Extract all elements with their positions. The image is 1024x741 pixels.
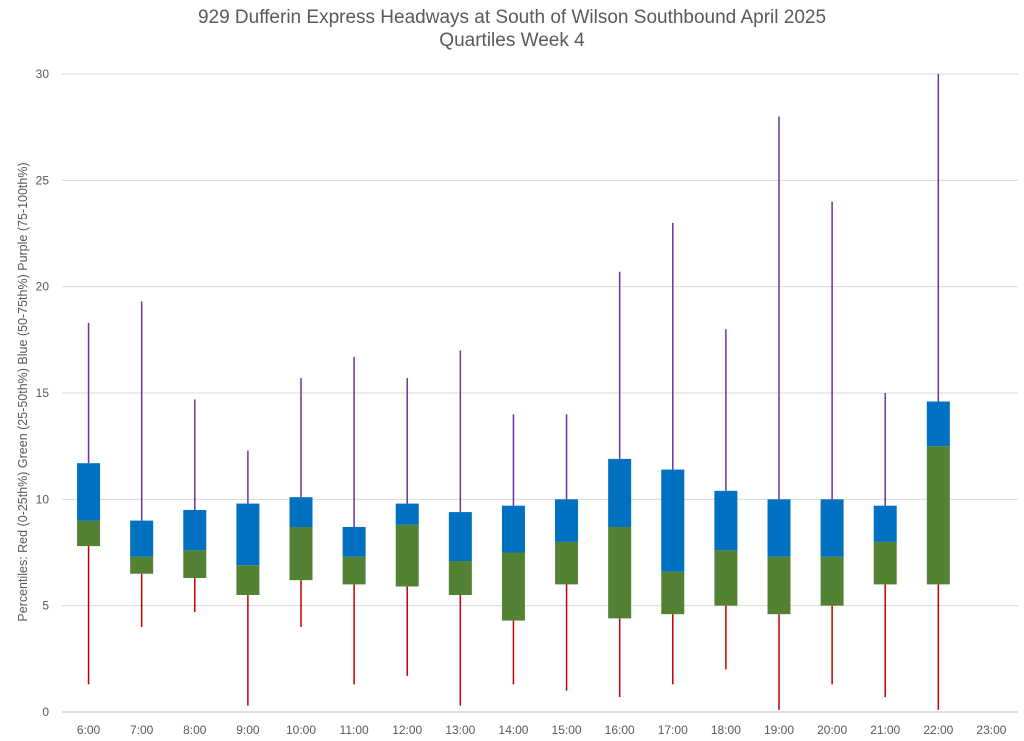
box-1500 — [555, 414, 579, 691]
y-tick-label: 5 — [42, 599, 49, 613]
box-1100 — [342, 356, 366, 685]
upper-box-median-q3 — [395, 503, 419, 525]
y-tick-label: 20 — [36, 280, 50, 294]
lower-box-q1-median — [395, 524, 419, 587]
y-tick-label: 0 — [42, 705, 49, 719]
x-tick-label: 15:00 — [552, 723, 582, 737]
x-tick-label: 22:00 — [923, 723, 953, 737]
upper-box-median-q3 — [714, 490, 738, 551]
upper-box-median-q3 — [236, 503, 260, 566]
upper-box-median-q3 — [130, 520, 154, 557]
x-tick-label: 23:00 — [976, 723, 1006, 737]
box-900 — [236, 450, 260, 706]
lower-box-q1-median — [661, 571, 685, 615]
upper-box-median-q3 — [820, 499, 844, 557]
chart-title-block: 929 Dufferin Express Headways at South o… — [0, 6, 1024, 52]
upper-box-median-q3 — [289, 497, 313, 527]
upper-box-median-q3 — [77, 463, 101, 521]
lower-box-q1-median — [767, 556, 791, 615]
x-tick-label: 9:00 — [236, 723, 260, 737]
lower-box-q1-median — [820, 556, 844, 606]
x-tick-label: 20:00 — [817, 723, 847, 737]
x-tick-label: 18:00 — [711, 723, 741, 737]
x-tick-label: 16:00 — [605, 723, 635, 737]
y-axis-ticks: 0 5 10 15 20 25 30 — [36, 67, 50, 719]
lower-box-q1-median — [289, 526, 313, 581]
box-1900 — [767, 116, 791, 710]
lower-box-q1-median — [873, 541, 897, 585]
box-600 — [77, 322, 101, 685]
x-tick-label: 14:00 — [498, 723, 528, 737]
y-tick-label: 10 — [36, 492, 50, 506]
x-tick-label: 17:00 — [658, 723, 688, 737]
lower-box-q1-median — [183, 550, 207, 579]
x-tick-label: 7:00 — [130, 723, 154, 737]
gridlines — [62, 73, 1018, 713]
lower-box-q1-median — [77, 520, 101, 547]
boxes — [77, 74, 950, 710]
box-800 — [183, 399, 207, 613]
upper-box-median-q3 — [448, 512, 472, 562]
box-2200 — [926, 74, 950, 710]
upper-box-median-q3 — [926, 401, 950, 447]
x-tick-label: 13:00 — [445, 723, 475, 737]
upper-box-median-q3 — [608, 458, 632, 527]
x-tick-label: 6:00 — [77, 723, 101, 737]
box-2100 — [873, 393, 897, 698]
x-tick-label: 12:00 — [392, 723, 422, 737]
upper-box-median-q3 — [767, 499, 791, 557]
box-1200 — [395, 378, 419, 676]
box-1700 — [661, 222, 685, 685]
box-1400 — [501, 414, 525, 685]
box-1000 — [289, 378, 313, 627]
upper-box-median-q3 — [873, 505, 897, 542]
upper-box-median-q3 — [183, 509, 207, 551]
y-axis-title: Percentiles: Red (0-25th%) Green (25-50t… — [16, 162, 30, 621]
lower-box-q1-median — [714, 550, 738, 606]
chart-subtitle: Quartiles Week 4 — [439, 30, 585, 51]
x-tick-label: 10:00 — [286, 723, 316, 737]
y-tick-label: 15 — [36, 386, 50, 400]
lower-box-q1-median — [555, 541, 579, 585]
upper-box-median-q3 — [661, 469, 685, 572]
box-700 — [130, 301, 154, 627]
box-1800 — [714, 329, 738, 670]
y-tick-label: 30 — [36, 67, 50, 81]
x-axis-ticks: 6:00 7:00 8:00 9:00 10:00 11:00 12:00 13:00 14:0… — [77, 723, 1007, 737]
x-tick-label: 8:00 — [183, 723, 207, 737]
x-tick-label: 11:00 — [340, 723, 369, 737]
upper-box-median-q3 — [501, 505, 525, 553]
x-tick-label: 21:00 — [870, 723, 900, 737]
box-2000 — [820, 201, 844, 685]
lower-box-q1-median — [236, 565, 260, 596]
box-1300 — [448, 350, 472, 706]
lower-box-q1-median — [448, 561, 472, 596]
lower-box-q1-median — [130, 556, 154, 574]
x-tick-label: 19:00 — [764, 723, 794, 737]
box-1600 — [608, 271, 632, 698]
y-tick-label: 25 — [36, 173, 50, 187]
lower-box-q1-median — [608, 526, 632, 619]
upper-box-median-q3 — [555, 499, 579, 542]
upper-box-median-q3 — [342, 526, 366, 557]
lower-box-q1-median — [926, 446, 950, 585]
lower-box-q1-median — [501, 552, 525, 621]
lower-box-q1-median — [342, 556, 366, 585]
chart-title: 929 Dufferin Express Headways at South o… — [197, 7, 827, 28]
